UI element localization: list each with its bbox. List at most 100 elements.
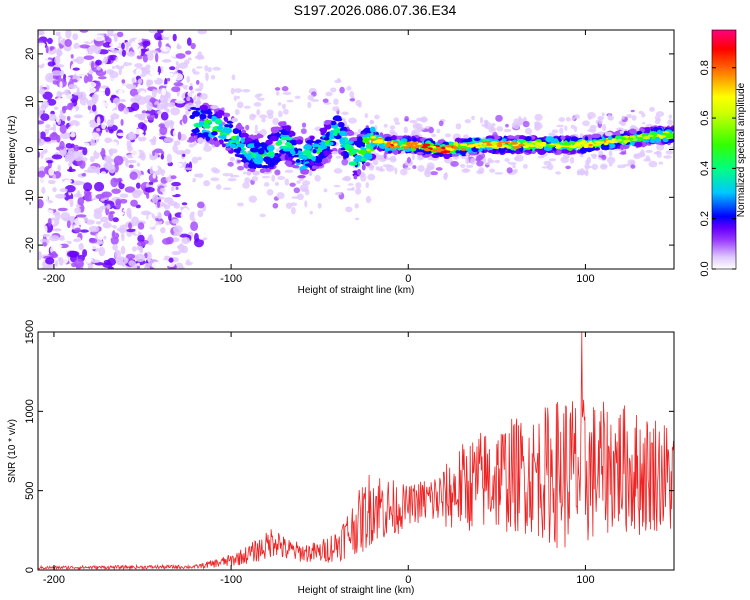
halo-blob [478, 167, 485, 174]
signal-blob [353, 158, 362, 163]
colorbar: 0.0 0.2 0.4 0.6 0.8 Normalized spectral ampl… [699, 29, 747, 277]
noise-blob [201, 233, 212, 238]
peak-blob [421, 145, 429, 149]
noise-blob [169, 66, 176, 71]
halo-blob [200, 93, 208, 100]
noise-blob [133, 94, 142, 101]
halo-blob [471, 115, 475, 121]
halo-blob [332, 106, 340, 112]
noise-blob [171, 86, 181, 93]
halo-blob [626, 113, 632, 119]
noise-blob [66, 154, 76, 163]
noise-blob [134, 37, 143, 44]
noise-blob [150, 76, 158, 81]
noise-blob [75, 71, 86, 77]
noise-blob [129, 88, 139, 97]
signal-blob [339, 137, 346, 144]
noise-blob [59, 140, 65, 150]
noise-blob [106, 119, 115, 127]
halo-blob [322, 98, 329, 103]
noise-blob [131, 148, 140, 159]
halo-blob [203, 145, 212, 152]
halo-blob [400, 168, 408, 176]
signal-blob [220, 134, 227, 140]
signal-blob [362, 137, 370, 144]
peak-blob [594, 140, 602, 144]
signal-blob [240, 132, 249, 138]
signal-blob [311, 143, 320, 148]
peak-blob [472, 143, 479, 147]
noise-blob [82, 50, 89, 56]
signal-blob [259, 168, 266, 174]
signal-blob [319, 127, 327, 133]
noise-blob [139, 245, 144, 254]
peak-blob [604, 142, 609, 145]
signal-blob [237, 160, 241, 163]
signal-blob [487, 149, 494, 153]
noise-blob [55, 244, 63, 248]
y-tick-label: -20 [24, 237, 36, 253]
peak-blob [666, 135, 674, 139]
noise-blob [139, 152, 146, 161]
halo-blob [597, 118, 603, 125]
signal-blob [640, 128, 645, 133]
noise-blob [126, 51, 136, 57]
halo-blob [237, 202, 244, 207]
halo-blob [317, 202, 322, 209]
noise-blob [136, 162, 141, 167]
noise-blob [48, 235, 60, 242]
halo-blob [186, 76, 191, 83]
halo-blob [354, 203, 359, 209]
noise-blob [178, 266, 185, 269]
signal-blob [257, 148, 265, 155]
halo-blob [296, 180, 301, 184]
halo-blob [598, 150, 604, 156]
noise-blob [168, 201, 178, 207]
noise-blob [48, 241, 54, 247]
signal-blob [233, 148, 239, 153]
noise-blob [101, 191, 113, 198]
signal-blob [291, 139, 298, 146]
signal-blob [369, 119, 375, 125]
halo-blob [488, 126, 497, 133]
signal-blob [224, 117, 229, 122]
halo-blob [335, 156, 342, 159]
colorbar-label: Normalized spectral amplitude [736, 82, 747, 217]
peak-blob [515, 145, 522, 149]
noise-blob [52, 123, 57, 133]
noise-blob [100, 198, 105, 202]
peak-blob [496, 144, 503, 148]
noise-blob [148, 181, 154, 185]
signal-blob [211, 131, 218, 136]
halo-blob [365, 195, 372, 204]
noise-blob [53, 64, 65, 68]
halo-blob [261, 175, 271, 179]
signal-blob [290, 132, 296, 137]
halo-blob [404, 160, 414, 167]
noise-blob [113, 155, 124, 166]
noise-blob [73, 144, 80, 152]
halo-blob [560, 156, 570, 164]
signal-blob [319, 145, 328, 150]
noise-blob [51, 70, 62, 76]
signal-blob [486, 147, 494, 151]
signal-blob [198, 120, 205, 127]
noise-blob [137, 222, 145, 230]
noise-blob [45, 257, 55, 265]
noise-blob [197, 30, 208, 35]
signal-blob [353, 174, 358, 180]
noise-blob [105, 98, 112, 109]
halo-blob [237, 165, 245, 171]
halo-blob [601, 123, 607, 132]
halo-blob [619, 151, 627, 155]
noise-blob [62, 217, 73, 222]
noise-blob [64, 179, 73, 184]
signal-blob [202, 124, 211, 129]
noise-blob [140, 113, 151, 117]
noise-blob [104, 87, 111, 97]
halo-blob [274, 181, 280, 186]
noise-blob [163, 137, 174, 143]
halo-blob [330, 87, 337, 93]
signal-blob [620, 144, 625, 151]
signal-blob [362, 134, 369, 138]
